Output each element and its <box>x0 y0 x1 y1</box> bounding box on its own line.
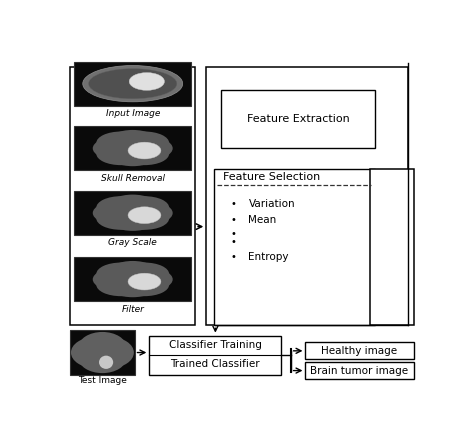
Text: Mean: Mean <box>248 215 277 225</box>
Bar <box>213 169 375 325</box>
Ellipse shape <box>120 196 169 219</box>
Text: Input Image: Input Image <box>106 109 160 118</box>
Bar <box>70 331 135 375</box>
Ellipse shape <box>115 265 164 288</box>
Ellipse shape <box>108 268 157 291</box>
Ellipse shape <box>101 204 150 227</box>
Ellipse shape <box>101 265 150 288</box>
Ellipse shape <box>93 268 142 291</box>
Text: Classifier Training: Classifier Training <box>169 340 262 351</box>
Bar <box>149 335 282 375</box>
Bar <box>74 257 191 301</box>
Bar <box>74 61 191 106</box>
Text: •: • <box>231 215 237 225</box>
Ellipse shape <box>115 134 164 157</box>
Ellipse shape <box>99 356 113 369</box>
Ellipse shape <box>108 202 157 225</box>
Ellipse shape <box>96 263 146 286</box>
Ellipse shape <box>101 271 150 293</box>
Ellipse shape <box>78 332 127 363</box>
Ellipse shape <box>115 140 164 163</box>
Ellipse shape <box>93 137 142 160</box>
Text: Filter: Filter <box>121 305 144 314</box>
Ellipse shape <box>120 132 169 155</box>
Ellipse shape <box>96 207 146 230</box>
Ellipse shape <box>108 194 157 217</box>
Bar <box>206 67 408 325</box>
Ellipse shape <box>93 202 142 225</box>
Ellipse shape <box>96 142 146 165</box>
Ellipse shape <box>120 207 169 230</box>
Ellipse shape <box>86 337 134 368</box>
Ellipse shape <box>108 274 157 297</box>
Ellipse shape <box>115 271 164 293</box>
Text: •: • <box>231 199 237 210</box>
Ellipse shape <box>101 134 150 157</box>
Ellipse shape <box>83 65 182 102</box>
Ellipse shape <box>96 132 146 155</box>
Ellipse shape <box>108 143 157 166</box>
Ellipse shape <box>129 72 164 90</box>
Ellipse shape <box>123 202 173 225</box>
Ellipse shape <box>123 268 173 291</box>
Bar <box>305 342 414 359</box>
Ellipse shape <box>123 137 173 160</box>
Ellipse shape <box>115 204 164 227</box>
Text: Trained Classifier: Trained Classifier <box>171 359 260 370</box>
Bar <box>74 126 191 171</box>
Ellipse shape <box>108 130 157 153</box>
Ellipse shape <box>128 142 161 159</box>
Text: •: • <box>231 237 237 247</box>
Bar <box>370 169 414 325</box>
Text: Skull Removal: Skull Removal <box>100 174 165 183</box>
Ellipse shape <box>115 199 164 222</box>
Ellipse shape <box>108 261 157 284</box>
Text: Feature Extraction: Feature Extraction <box>246 114 349 124</box>
Text: Entropy: Entropy <box>248 252 289 262</box>
Ellipse shape <box>89 69 177 99</box>
Ellipse shape <box>96 273 146 296</box>
Ellipse shape <box>108 137 157 160</box>
Text: •: • <box>231 229 237 239</box>
Ellipse shape <box>96 196 146 219</box>
Bar <box>305 362 414 379</box>
Text: Gray Scale: Gray Scale <box>109 238 157 248</box>
Ellipse shape <box>128 273 161 290</box>
Ellipse shape <box>101 140 150 163</box>
Bar <box>74 191 191 235</box>
Ellipse shape <box>78 342 127 373</box>
Text: Test Image: Test Image <box>78 376 127 385</box>
Text: Feature Selection: Feature Selection <box>223 172 320 182</box>
Text: Brain tumor image: Brain tumor image <box>310 366 409 376</box>
Ellipse shape <box>128 207 161 224</box>
Bar <box>70 67 195 325</box>
Text: Variation: Variation <box>248 199 295 210</box>
Ellipse shape <box>120 263 169 286</box>
Ellipse shape <box>120 273 169 296</box>
Ellipse shape <box>120 142 169 165</box>
Ellipse shape <box>101 199 150 222</box>
Bar <box>221 91 375 149</box>
Text: •: • <box>231 252 237 262</box>
Text: Healthy image: Healthy image <box>321 346 398 356</box>
Ellipse shape <box>108 208 157 231</box>
Ellipse shape <box>71 337 119 368</box>
